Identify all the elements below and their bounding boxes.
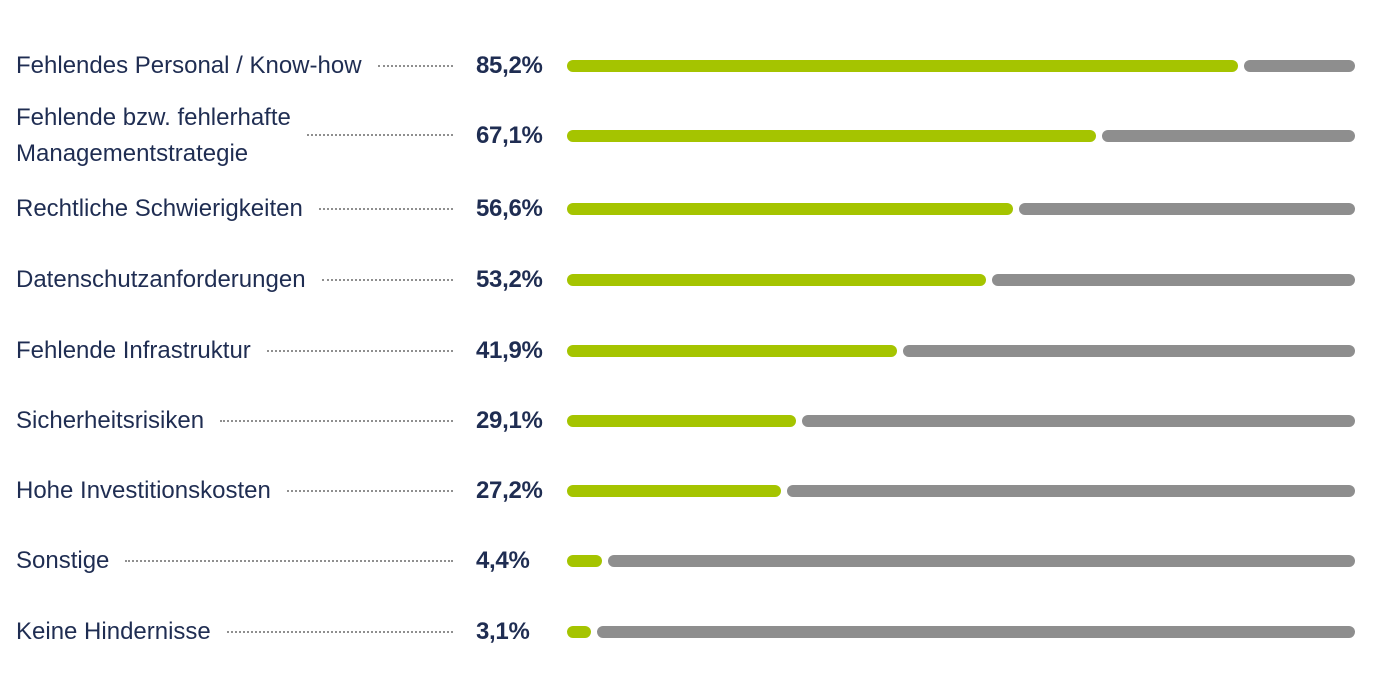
category-label: Datenschutzanforderungen — [16, 266, 306, 293]
value-bar — [567, 130, 1096, 142]
value-bar — [567, 485, 781, 497]
category-label: Rechtliche Schwierigkeiten — [16, 195, 303, 222]
category-label: Keine Hindernisse — [16, 618, 211, 645]
value-label: 41,9% — [476, 337, 543, 364]
value-label: 85,2% — [476, 52, 543, 79]
remainder-bar — [597, 626, 1355, 638]
value-label: 67,1% — [476, 122, 543, 149]
value-label: 27,2% — [476, 477, 543, 504]
remainder-bar — [802, 415, 1355, 427]
remainder-bar — [903, 345, 1355, 357]
category-label: Fehlendes Personal / Know-how — [16, 52, 362, 79]
leader-line — [286, 490, 453, 492]
value-label: 3,1% — [476, 618, 530, 645]
category-label: Managementstrategie — [16, 140, 249, 167]
remainder-bar — [992, 274, 1355, 286]
remainder-bar — [608, 555, 1355, 567]
category-label: Fehlende Infrastruktur — [16, 337, 251, 364]
value-bar — [567, 274, 986, 286]
value-bar — [567, 60, 1238, 72]
leader-line — [125, 560, 453, 562]
remainder-bar — [1244, 60, 1355, 72]
leader-line — [306, 134, 453, 136]
leader-line — [220, 420, 453, 422]
value-bar — [567, 345, 897, 357]
remainder-bar — [787, 485, 1355, 497]
value-label: 53,2% — [476, 266, 543, 293]
value-bar — [567, 415, 796, 427]
value-label: 4,4% — [476, 547, 530, 574]
category-label: Hohe Investitionskosten — [16, 477, 271, 504]
leader-line — [266, 350, 453, 352]
leader-line — [318, 208, 453, 210]
value-bar — [567, 555, 602, 567]
value-label: 29,1% — [476, 407, 543, 434]
leader-line — [377, 65, 453, 67]
remainder-bar — [1019, 203, 1355, 215]
category-label: Fehlende bzw. fehlerhafte — [16, 104, 291, 131]
remainder-bar — [1102, 130, 1355, 142]
value-bar — [567, 626, 591, 638]
leader-line — [226, 631, 453, 633]
category-label: Sicherheitsrisiken — [16, 407, 205, 434]
leader-line — [321, 279, 453, 281]
value-bar — [567, 203, 1013, 215]
category-label: Sonstige — [16, 547, 110, 574]
value-label: 56,6% — [476, 195, 543, 222]
